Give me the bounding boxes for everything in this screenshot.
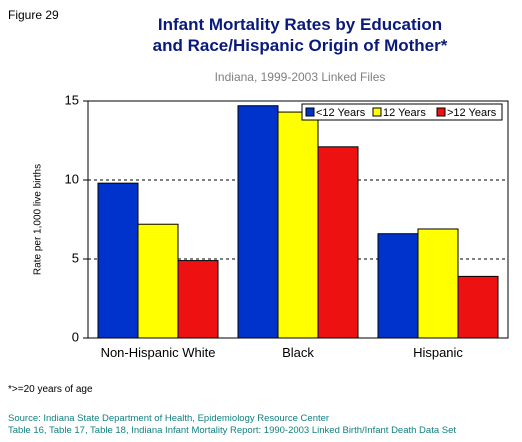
legend-label: >12 Years xyxy=(447,107,497,119)
y-tick-label: 5 xyxy=(72,250,79,265)
bar xyxy=(137,223,179,339)
bar xyxy=(97,182,139,339)
x-tick-label: Black xyxy=(282,345,314,360)
subtitle: Indiana, 1999-2003 Linked Files xyxy=(214,70,386,84)
title-line: Infant Mortality Rates by Education xyxy=(157,15,443,34)
chart-title: Infant Mortality Rates by Education and … xyxy=(100,14,500,56)
source: Source: Indiana State Department of Heal… xyxy=(8,413,330,424)
y-tick-label: 10 xyxy=(65,171,79,186)
bar xyxy=(237,105,279,339)
y-tick-label: 0 xyxy=(72,329,79,344)
y-tick-label: 15 xyxy=(65,92,79,107)
legend-label: <12 Years xyxy=(316,107,366,119)
x-tick-label: Hispanic xyxy=(413,345,463,360)
source: Table 16, Table 17, Table 18, Indiana In… xyxy=(8,425,457,436)
legend xyxy=(301,103,503,121)
legend-swatch xyxy=(436,107,446,117)
title-line: and Race/Hispanic Origin of Mother* xyxy=(152,36,448,55)
y-axis-label: Rate per 1,000 live births xyxy=(33,164,44,275)
bar xyxy=(277,111,319,339)
plot-frame xyxy=(87,100,509,339)
legend-swatch xyxy=(372,107,382,117)
figure-label: Figure 29 xyxy=(8,8,59,22)
x-tick-label: Non-Hispanic White xyxy=(100,345,216,360)
bar xyxy=(377,233,419,339)
legend-label: 12 Years xyxy=(383,107,426,119)
bar xyxy=(417,228,459,339)
bar xyxy=(317,146,359,339)
footnote: *>=20 years of age xyxy=(8,384,93,395)
bar xyxy=(177,260,219,339)
bar xyxy=(457,275,499,339)
legend-swatch xyxy=(305,107,315,117)
